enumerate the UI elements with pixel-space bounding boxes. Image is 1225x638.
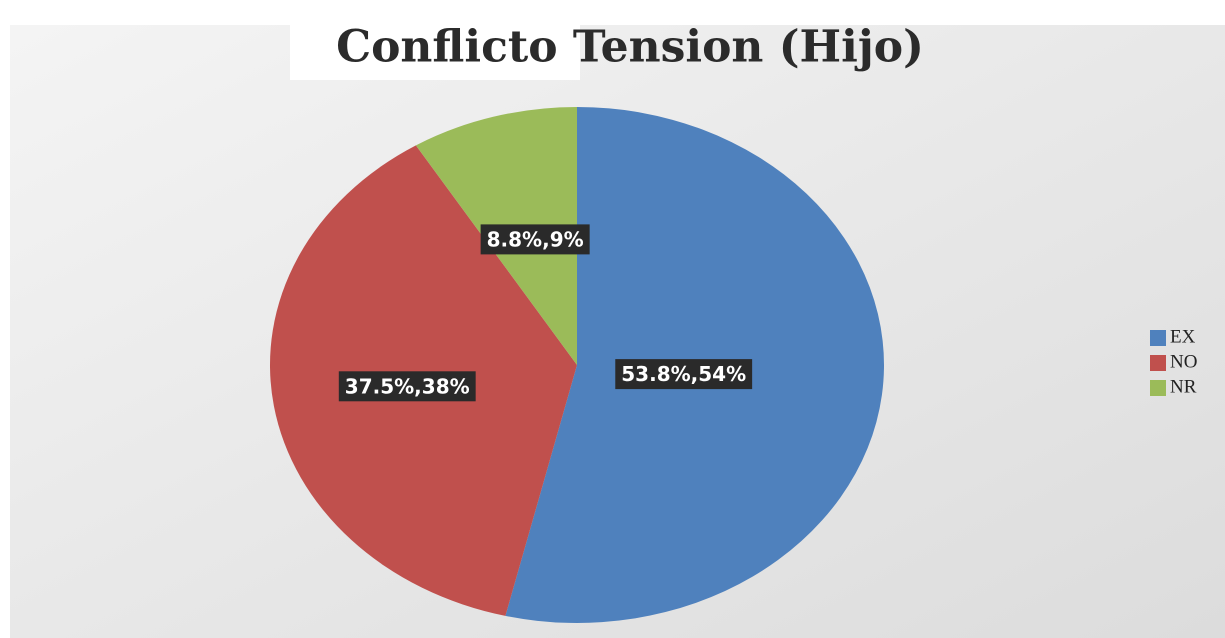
data-label-text: 53.8%,54% xyxy=(621,362,746,386)
legend-swatch xyxy=(1150,380,1166,396)
data-label-background xyxy=(615,359,753,390)
data-label-background xyxy=(480,224,590,255)
data-label: 37.5%,38% xyxy=(338,371,476,402)
legend-label: EX xyxy=(1170,326,1196,347)
legend-label: NO xyxy=(1170,351,1197,372)
legend-label: NR xyxy=(1170,376,1197,397)
legend: EX NO NR xyxy=(1150,326,1197,397)
data-label-background xyxy=(338,371,476,402)
legend-swatch xyxy=(1150,330,1166,346)
data-label-text: 37.5%,38% xyxy=(345,374,470,398)
data-label-text: 8.8%,9% xyxy=(487,227,584,251)
data-label: 53.8%,54% xyxy=(615,359,753,390)
data-labels: 53.8%,54% 37.5%,38% 8.8%,9% xyxy=(338,224,753,402)
title-background xyxy=(290,10,580,80)
pie xyxy=(269,107,884,623)
data-label: 8.8%,9% xyxy=(480,224,590,255)
legend-swatch xyxy=(1150,355,1166,371)
chart-title: Conflicto Tension (Hijo) xyxy=(336,22,924,73)
